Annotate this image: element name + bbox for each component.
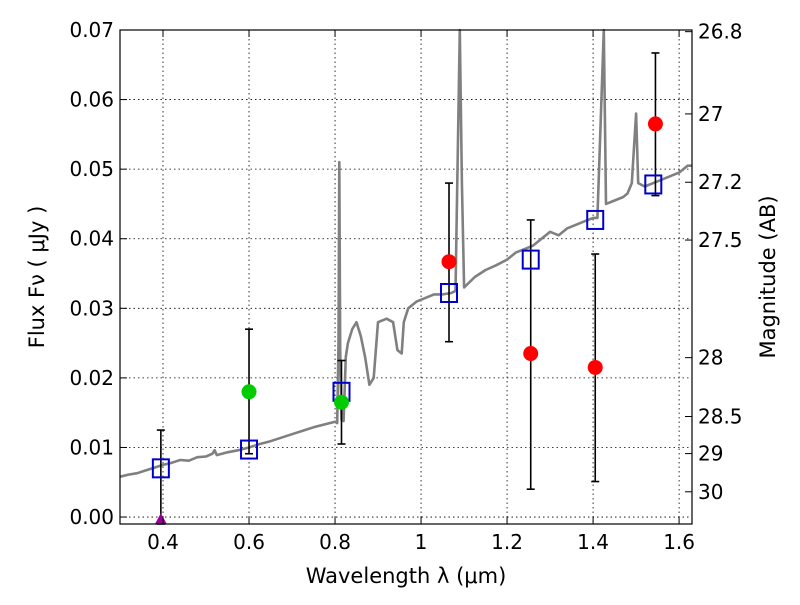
y-axis-title: Flux Fν ( μJy ) <box>25 206 49 349</box>
plot-frame <box>119 29 693 525</box>
y2-tick-label: 27 <box>698 102 723 126</box>
model-point-square <box>240 439 259 460</box>
y-tick-label: 0.01 <box>69 435 114 459</box>
y2-tick-label: 27.5 <box>698 228 743 252</box>
grid-layer <box>120 29 692 524</box>
spectrum-layer <box>119 28 692 478</box>
y2-tick-label: 28 <box>698 346 723 370</box>
observed-point-circle <box>587 359 603 375</box>
model-point-square <box>151 458 170 479</box>
x-tick-label: 1 <box>415 530 428 554</box>
y2-axis-title: Magnitude (AB) <box>756 195 780 358</box>
observed-point-circle <box>647 116 663 132</box>
x-tick-label: 1.6 <box>663 530 695 554</box>
x-tick-label: 0.8 <box>319 530 351 554</box>
x-tick-label: 0.4 <box>147 530 179 554</box>
errorbar-layer <box>156 52 660 525</box>
y-tick-label: 0.02 <box>69 366 114 390</box>
spectrum-line <box>119 28 692 478</box>
y-tick-label: 0.03 <box>69 296 114 320</box>
y-tick-label: 0.05 <box>69 157 114 181</box>
observed-point-circle <box>241 384 257 400</box>
y2-tick-label: 28.5 <box>698 405 743 429</box>
x-tick-label: 1.2 <box>491 530 523 554</box>
y-tick-label: 0.00 <box>69 505 114 529</box>
model-point-square <box>440 283 459 304</box>
y2-tick-label: 29 <box>698 442 723 466</box>
y-tick-label: 0.04 <box>69 227 114 251</box>
x-axis-title: Wavelength λ (μm) <box>306 564 507 588</box>
x-tick-label: 1.4 <box>577 530 609 554</box>
model-point-square <box>586 209 605 230</box>
observed-point-circle <box>523 346 539 362</box>
tick-layer: 0.4 0.6 0.8 1 1.2 1.4 1.6 0.00 0.01 0.02 0.03 0.04 0… <box>69 18 742 554</box>
upper-limit-triangle <box>154 513 167 525</box>
y-tick-label: 0.06 <box>69 88 114 112</box>
y-tick-label: 0.07 <box>69 18 114 42</box>
observed-point-circle <box>441 254 457 270</box>
model-point-square <box>644 174 663 195</box>
y2-tick-label: 30 <box>698 480 723 504</box>
x-tick-label: 0.6 <box>233 530 265 554</box>
y2-tick-label: 26.8 <box>698 20 743 44</box>
y2-tick-label: 27.2 <box>698 170 743 194</box>
observed-point-circle <box>333 394 349 410</box>
model-point-square <box>521 249 540 270</box>
marker-layer <box>151 116 663 525</box>
